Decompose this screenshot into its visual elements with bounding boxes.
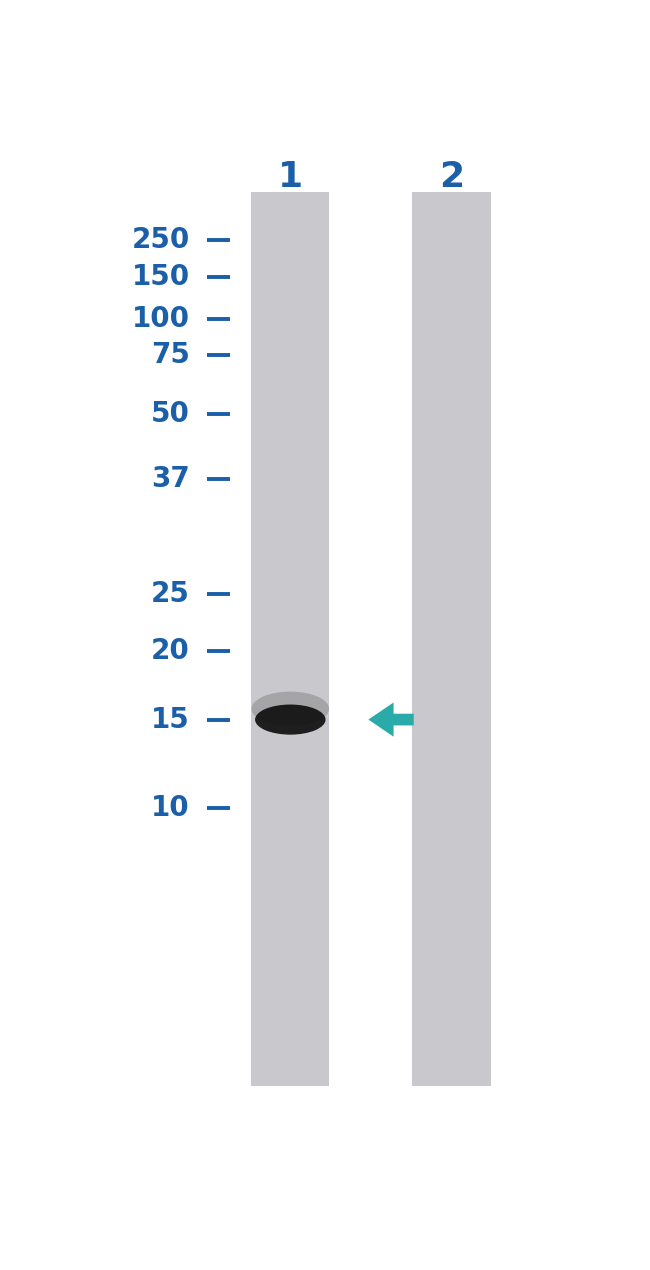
- Ellipse shape: [255, 705, 326, 734]
- Text: 250: 250: [131, 226, 190, 254]
- Text: 2: 2: [439, 160, 464, 194]
- Text: 75: 75: [151, 340, 190, 368]
- Text: 37: 37: [151, 465, 190, 493]
- Text: 10: 10: [151, 794, 190, 822]
- Text: 1: 1: [278, 160, 303, 194]
- Text: 100: 100: [131, 305, 190, 333]
- Text: 15: 15: [151, 706, 190, 734]
- Text: 20: 20: [151, 638, 190, 665]
- Bar: [413, 192, 491, 1086]
- Text: 25: 25: [151, 580, 190, 608]
- Text: 50: 50: [151, 400, 190, 428]
- Ellipse shape: [252, 692, 329, 726]
- Text: 150: 150: [131, 263, 190, 291]
- FancyArrow shape: [369, 702, 414, 737]
- Bar: [252, 192, 330, 1086]
